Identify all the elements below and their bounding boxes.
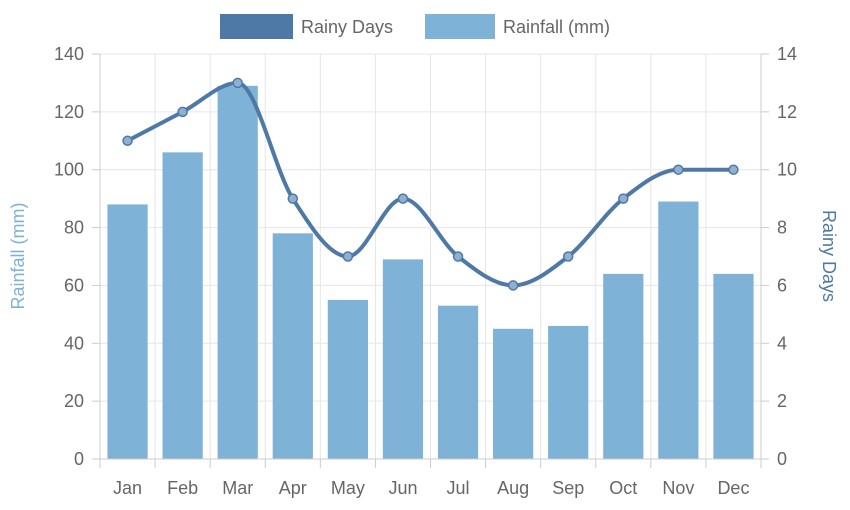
bar-feb[interactable] — [162, 152, 203, 459]
y-right-tick-label: 4 — [777, 333, 787, 353]
point-dec[interactable] — [728, 164, 739, 175]
legend-label-rainy-days: Rainy Days — [301, 17, 393, 37]
bar-jan[interactable] — [107, 204, 148, 459]
point-sep[interactable] — [562, 251, 574, 262]
y-right-tick-label: 8 — [777, 218, 787, 238]
grid — [99, 53, 762, 460]
point-oct[interactable] — [618, 193, 629, 204]
y-left-tick-label: 40 — [64, 333, 84, 353]
bar-apr[interactable] — [272, 233, 313, 459]
x-tick-label: Jan — [113, 478, 142, 498]
legend-label-rainfall: Rainfall (mm) — [503, 17, 610, 37]
y-left-tick-label: 140 — [54, 44, 84, 64]
x-tick-label: Jul — [447, 478, 470, 498]
bar-jul[interactable] — [437, 305, 479, 459]
point-aug[interactable] — [507, 280, 519, 291]
x-tick-label: Aug — [497, 478, 529, 498]
x-tick-label: Dec — [717, 478, 749, 498]
y-right-tick-label: 10 — [777, 160, 797, 180]
point-apr[interactable] — [287, 193, 299, 204]
legend-swatch-rainy-days — [220, 14, 293, 39]
x-tick-label: Mar — [222, 478, 253, 498]
point-feb[interactable] — [177, 106, 188, 118]
axes: 0 0 20 2 40 4 60 6 80 8 100 10 120 12 140 14 Jan Feb Mar Ap… — [54, 44, 797, 498]
bar-may[interactable] — [327, 299, 368, 459]
y-right-tick-label: 6 — [777, 275, 787, 295]
y-axis-title-right: Rainy Days — [819, 210, 839, 302]
rainy-days-line-series — [122, 77, 739, 291]
y-left-tick-label: 20 — [64, 391, 84, 411]
y-left-tick-label: 80 — [64, 218, 84, 238]
y-right-tick-label: 0 — [777, 449, 787, 469]
x-tick-label: Apr — [279, 478, 307, 498]
y-axis-title-left: Rainfall (mm) — [8, 202, 28, 309]
legend[interactable]: Rainy Days Rainfall (mm) — [220, 14, 610, 39]
point-jul[interactable] — [452, 251, 464, 262]
bar-aug[interactable] — [493, 328, 534, 459]
legend-item-rainy-days[interactable]: Rainy Days — [220, 14, 393, 39]
point-nov[interactable] — [673, 164, 684, 175]
point-mar[interactable] — [232, 77, 243, 89]
x-tick-label: Feb — [167, 478, 198, 498]
y-left-tick-label: 60 — [64, 275, 84, 295]
x-tick-label: Oct — [609, 478, 637, 498]
bar-sep[interactable] — [548, 325, 589, 459]
x-tick-label: May — [331, 478, 365, 498]
y-right-tick-label: 14 — [777, 44, 797, 64]
bar-nov[interactable] — [658, 201, 699, 460]
y-left-tick-label: 120 — [54, 102, 84, 122]
point-jun[interactable] — [397, 193, 409, 204]
y-right-tick-label: 2 — [777, 391, 787, 411]
x-tick-label: Jun — [388, 478, 417, 498]
rainfall-bars — [107, 85, 754, 460]
bar-dec[interactable] — [713, 273, 754, 459]
point-may[interactable] — [342, 251, 354, 262]
bar-mar[interactable] — [217, 85, 258, 460]
bar-jun[interactable] — [382, 259, 424, 459]
x-tick-label: Sep — [552, 478, 584, 498]
point-jan[interactable] — [122, 135, 133, 147]
x-tick-label: Nov — [662, 478, 694, 498]
y-left-tick-label: 100 — [54, 160, 84, 180]
legend-swatch-rainfall — [425, 14, 495, 39]
legend-item-rainfall[interactable]: Rainfall (mm) — [425, 14, 610, 39]
bar-oct[interactable] — [603, 273, 644, 459]
y-right-tick-label: 12 — [777, 102, 797, 122]
y-left-tick-label: 0 — [74, 449, 84, 469]
